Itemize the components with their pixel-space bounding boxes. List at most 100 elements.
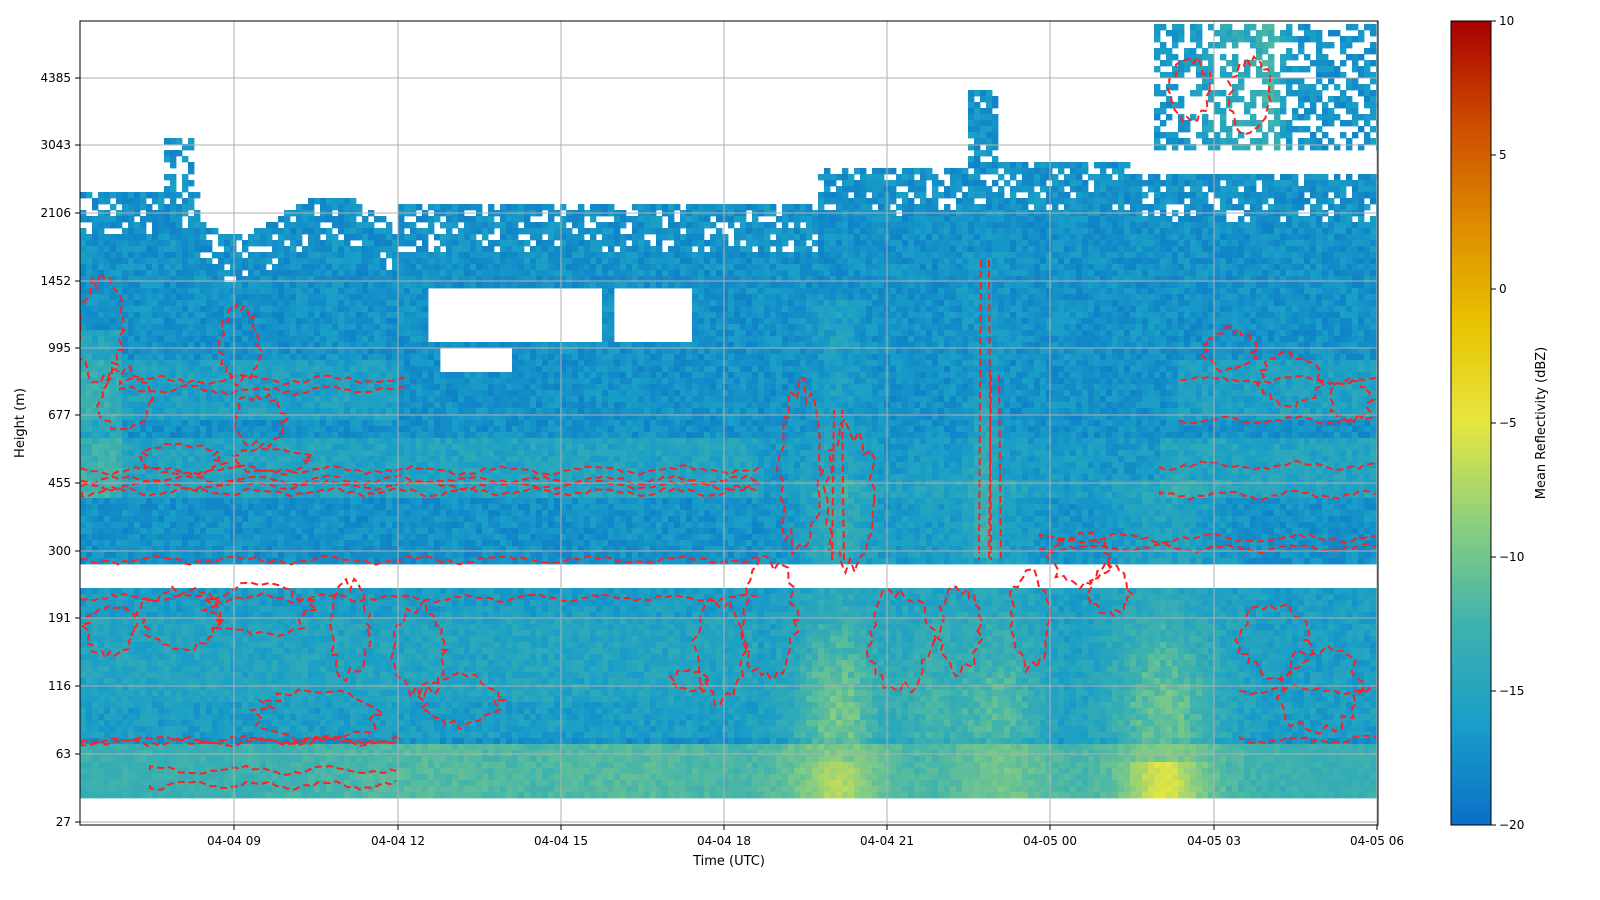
heatmap-cell xyxy=(1184,234,1191,241)
heatmap-cell xyxy=(656,234,663,241)
heatmap-cell xyxy=(1154,282,1161,289)
heatmap-cell xyxy=(998,198,1005,205)
heatmap-cell xyxy=(1154,252,1161,259)
heatmap-cell xyxy=(1160,72,1167,79)
heatmap-cell xyxy=(806,222,813,229)
heatmap-cell xyxy=(86,234,93,241)
heatmap-cell xyxy=(1364,228,1371,235)
heatmap-cell xyxy=(1280,294,1287,301)
heatmap-cell xyxy=(782,240,789,247)
heatmap-cell xyxy=(470,204,477,211)
heatmap-cell xyxy=(158,234,165,241)
heatmap-cell xyxy=(314,324,321,331)
heatmap-cell xyxy=(1184,138,1191,145)
heatmap-cell xyxy=(746,288,753,295)
heatmap-cell xyxy=(830,294,837,301)
heatmap-cell xyxy=(1286,144,1293,151)
heatmap-cell xyxy=(1214,282,1221,289)
heatmap-cell xyxy=(734,258,741,265)
heatmap-cell xyxy=(1274,96,1281,103)
heatmap-cell xyxy=(926,246,933,253)
heatmap-cell xyxy=(362,228,369,235)
heatmap-cell xyxy=(572,246,579,253)
heatmap-cell xyxy=(98,234,105,241)
heatmap-cell xyxy=(320,204,327,211)
heatmap-cell xyxy=(1196,216,1203,223)
heatmap-cell xyxy=(1184,318,1191,325)
heatmap-cell xyxy=(1346,222,1353,229)
heatmap-cell xyxy=(650,264,657,271)
heatmap-cell xyxy=(992,300,999,307)
heatmap-cell xyxy=(1070,204,1077,211)
heatmap-cell xyxy=(1232,96,1239,103)
heatmap-cell xyxy=(1202,228,1209,235)
heatmap-cell xyxy=(134,258,141,265)
heatmap-cell xyxy=(980,150,987,157)
heatmap-cell xyxy=(560,270,567,277)
heatmap-cell xyxy=(1202,264,1209,271)
heatmap-cell xyxy=(920,240,927,247)
heatmap-cell xyxy=(1208,288,1215,295)
heatmap-cell xyxy=(422,276,429,283)
heatmap-cell xyxy=(1058,300,1065,307)
heatmap-cell xyxy=(236,276,243,283)
heatmap-cell xyxy=(764,300,771,307)
heatmap-cell xyxy=(182,306,189,313)
heatmap-cell xyxy=(980,222,987,229)
heatmap-cell xyxy=(104,234,111,241)
heatmap-cell xyxy=(668,252,675,259)
heatmap-cell xyxy=(308,258,315,265)
heatmap-cell xyxy=(734,240,741,247)
heatmap-cell xyxy=(158,282,165,289)
heatmap-cell xyxy=(1268,306,1275,313)
heatmap-cell xyxy=(986,132,993,139)
heatmap-cell xyxy=(668,246,675,253)
heatmap-cell xyxy=(746,258,753,265)
heatmap-cell xyxy=(1190,198,1197,205)
heatmap-cell xyxy=(92,204,99,211)
heatmap-cell xyxy=(1316,246,1323,253)
heatmap-cell xyxy=(836,204,843,211)
heatmap-cell xyxy=(974,204,981,211)
heatmap-cell xyxy=(1310,312,1317,319)
heatmap-cell xyxy=(116,240,123,247)
heatmap-cell xyxy=(1298,252,1305,259)
heatmap-cell xyxy=(1202,300,1209,307)
heatmap-cell xyxy=(1004,228,1011,235)
heatmap-cell xyxy=(1256,306,1263,313)
heatmap-cell xyxy=(986,186,993,193)
heatmap-cell xyxy=(1346,138,1353,145)
heatmap-cell xyxy=(1148,264,1155,271)
heatmap-cell xyxy=(1220,312,1227,319)
heatmap-cell xyxy=(1214,174,1221,181)
heatmap-cell xyxy=(920,216,927,223)
heatmap-cell xyxy=(1022,216,1029,223)
heatmap-cell xyxy=(824,246,831,253)
heatmap-cell xyxy=(758,282,765,289)
heatmap-cell xyxy=(986,144,993,151)
heatmap-cell xyxy=(818,258,825,265)
heatmap-cell xyxy=(1202,318,1209,325)
heatmap-cell xyxy=(776,288,783,295)
heatmap-cell xyxy=(1208,246,1215,253)
heatmap-cell xyxy=(110,294,117,301)
heatmap-cell xyxy=(296,330,303,337)
heatmap-cell xyxy=(1232,186,1239,193)
heatmap-cell xyxy=(1280,132,1287,139)
heatmap-cell xyxy=(782,258,789,265)
heatmap-cell xyxy=(992,318,999,325)
heatmap-cell xyxy=(1040,252,1047,259)
heatmap-cell xyxy=(1316,204,1323,211)
heatmap-cell xyxy=(1148,282,1155,289)
heatmap-cell xyxy=(1208,96,1215,103)
heatmap-cell xyxy=(950,282,957,289)
heatmap-cell xyxy=(188,324,195,331)
heatmap-cell xyxy=(866,240,873,247)
heatmap-cell xyxy=(932,312,939,319)
heatmap-cell xyxy=(830,276,837,283)
heatmap-cell xyxy=(158,258,165,265)
heatmap-cell xyxy=(554,228,561,235)
heatmap-cell xyxy=(164,228,171,235)
heatmap-cell xyxy=(1178,30,1185,37)
heatmap-cell xyxy=(1292,294,1299,301)
